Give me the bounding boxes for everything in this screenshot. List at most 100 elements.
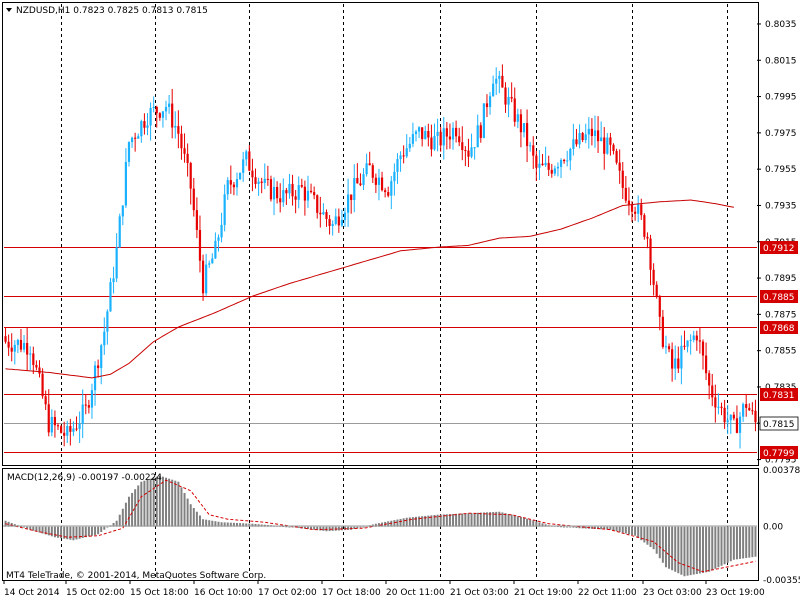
macd-tick-label: -0.00355 bbox=[763, 576, 800, 586]
macd-bar bbox=[427, 515, 430, 527]
candle-body bbox=[66, 426, 69, 436]
macd-bar bbox=[143, 480, 146, 527]
macd-bar bbox=[180, 487, 183, 527]
candle-body bbox=[174, 126, 177, 128]
macd-bar bbox=[322, 526, 325, 531]
macd-bar bbox=[711, 526, 714, 571]
candle-body bbox=[316, 195, 319, 213]
candle-body bbox=[501, 75, 504, 88]
macd-bar bbox=[495, 511, 498, 527]
chart-symbol-ohlc: NZDUSD,H1 0.7823 0.7825 0.7813 0.7815 bbox=[16, 6, 208, 16]
symbol-dropdown-icon[interactable] bbox=[6, 8, 12, 12]
candle-body bbox=[529, 145, 532, 147]
macd-bar bbox=[470, 513, 473, 527]
macd-bar bbox=[291, 526, 294, 528]
candle-body bbox=[627, 200, 631, 205]
macd-bar bbox=[560, 526, 563, 528]
level-label-box bbox=[760, 388, 798, 401]
macd-bar bbox=[439, 514, 442, 527]
candle-body bbox=[417, 127, 421, 132]
macd-bar bbox=[504, 513, 507, 527]
candle-body bbox=[189, 163, 192, 189]
macd-bar bbox=[705, 526, 708, 573]
time-tick-label: 22 Oct 11:00 bbox=[578, 588, 637, 598]
candle-body bbox=[637, 204, 640, 214]
macd-bar bbox=[248, 523, 251, 527]
candle-body bbox=[436, 131, 439, 137]
candle-body bbox=[337, 216, 340, 226]
candle-body bbox=[507, 96, 510, 105]
candle-body bbox=[745, 404, 748, 408]
candle-body bbox=[365, 163, 368, 175]
macd-bar bbox=[202, 519, 205, 527]
macd-bar bbox=[297, 526, 300, 528]
macd-bar bbox=[739, 526, 742, 559]
candle-body bbox=[661, 316, 664, 347]
level-label-5: 0.7799 bbox=[763, 449, 795, 459]
candle-body bbox=[609, 137, 612, 145]
macd-bar bbox=[282, 526, 285, 528]
macd-bar bbox=[63, 526, 66, 539]
macd-bar bbox=[701, 526, 704, 573]
candle-body bbox=[701, 341, 705, 356]
candle-body bbox=[698, 340, 702, 342]
candle-body bbox=[13, 344, 16, 352]
candle-body bbox=[130, 137, 134, 143]
macd-bar bbox=[47, 526, 50, 536]
macd-bar bbox=[313, 526, 316, 530]
macd-bar bbox=[674, 526, 677, 572]
candle-body bbox=[7, 341, 10, 348]
candle-body bbox=[180, 133, 183, 149]
candle-body bbox=[553, 168, 556, 174]
macd-bar bbox=[695, 526, 698, 574]
macd-bar bbox=[134, 489, 137, 527]
macd-bar bbox=[492, 512, 495, 527]
candle-body bbox=[717, 406, 720, 408]
macd-bar bbox=[127, 496, 130, 527]
macd-bar bbox=[50, 526, 53, 537]
candle-body bbox=[137, 136, 140, 139]
candle-body bbox=[38, 367, 41, 374]
macd-bar bbox=[467, 513, 470, 527]
candle-body bbox=[217, 237, 220, 241]
candle-body bbox=[214, 240, 217, 259]
candle-body bbox=[495, 78, 498, 84]
candle-body bbox=[448, 136, 452, 140]
time-tick-label: 16 Oct 10:00 bbox=[194, 588, 253, 598]
candle-body bbox=[377, 177, 381, 185]
macd-bar bbox=[575, 526, 578, 528]
macd-bar bbox=[186, 498, 189, 527]
candle-body bbox=[411, 134, 415, 144]
macd-bar bbox=[541, 523, 544, 527]
candle-body bbox=[655, 284, 658, 297]
macd-bar bbox=[627, 526, 630, 535]
copyright-text: MT4 TeleTrade, © 2001-2014, MetaQuotes S… bbox=[6, 571, 266, 581]
macd-bar bbox=[316, 526, 319, 531]
macd-bar bbox=[455, 513, 458, 527]
candle-body bbox=[667, 346, 671, 350]
candle-body bbox=[325, 212, 328, 219]
level-label-box bbox=[760, 241, 798, 254]
macd-bar bbox=[69, 526, 72, 540]
macd-bar bbox=[328, 526, 331, 532]
candle-body bbox=[405, 148, 408, 157]
candle-body bbox=[522, 123, 526, 133]
candle-body bbox=[482, 103, 485, 138]
candle-body bbox=[504, 87, 507, 105]
candle-body bbox=[242, 159, 245, 173]
candle-body bbox=[75, 428, 78, 430]
price-tick-label: 0.7955 bbox=[765, 165, 797, 175]
macd-bar bbox=[637, 526, 640, 538]
macd-bar bbox=[646, 526, 649, 545]
time-tick-label: 17 Oct 02:00 bbox=[258, 588, 317, 598]
macd-bar bbox=[714, 526, 717, 569]
macd-pane-frame bbox=[2, 468, 759, 581]
candle-body bbox=[279, 198, 282, 203]
candle-body bbox=[303, 186, 306, 201]
macd-bar bbox=[38, 526, 41, 533]
horizontal-levels[interactable] bbox=[4, 247, 757, 453]
macd-bar bbox=[155, 476, 158, 527]
candle-body bbox=[220, 224, 223, 238]
candle-body bbox=[634, 211, 637, 214]
